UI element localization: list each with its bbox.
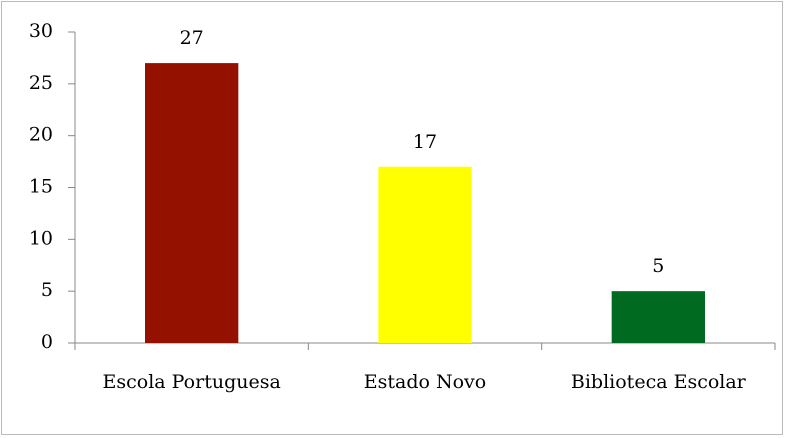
data-label: 27 (180, 27, 204, 49)
x-tick-label: Biblioteca Escolar (571, 371, 747, 393)
data-label: 5 (652, 255, 664, 277)
bar (145, 63, 239, 343)
y-tick-label: 0 (41, 331, 53, 353)
bar (378, 166, 472, 343)
x-tick-label: Escola Portuguesa (103, 371, 281, 393)
y-tick-label: 10 (29, 227, 53, 249)
x-tick-label: Estado Novo (364, 371, 486, 393)
y-tick-label: 5 (41, 279, 53, 301)
y-tick-label: 25 (29, 72, 53, 94)
data-label: 17 (413, 131, 437, 153)
bar (611, 291, 705, 343)
y-tick-label: 30 (29, 20, 53, 42)
y-tick-label: 15 (29, 176, 53, 198)
y-tick-label: 20 (29, 124, 53, 146)
